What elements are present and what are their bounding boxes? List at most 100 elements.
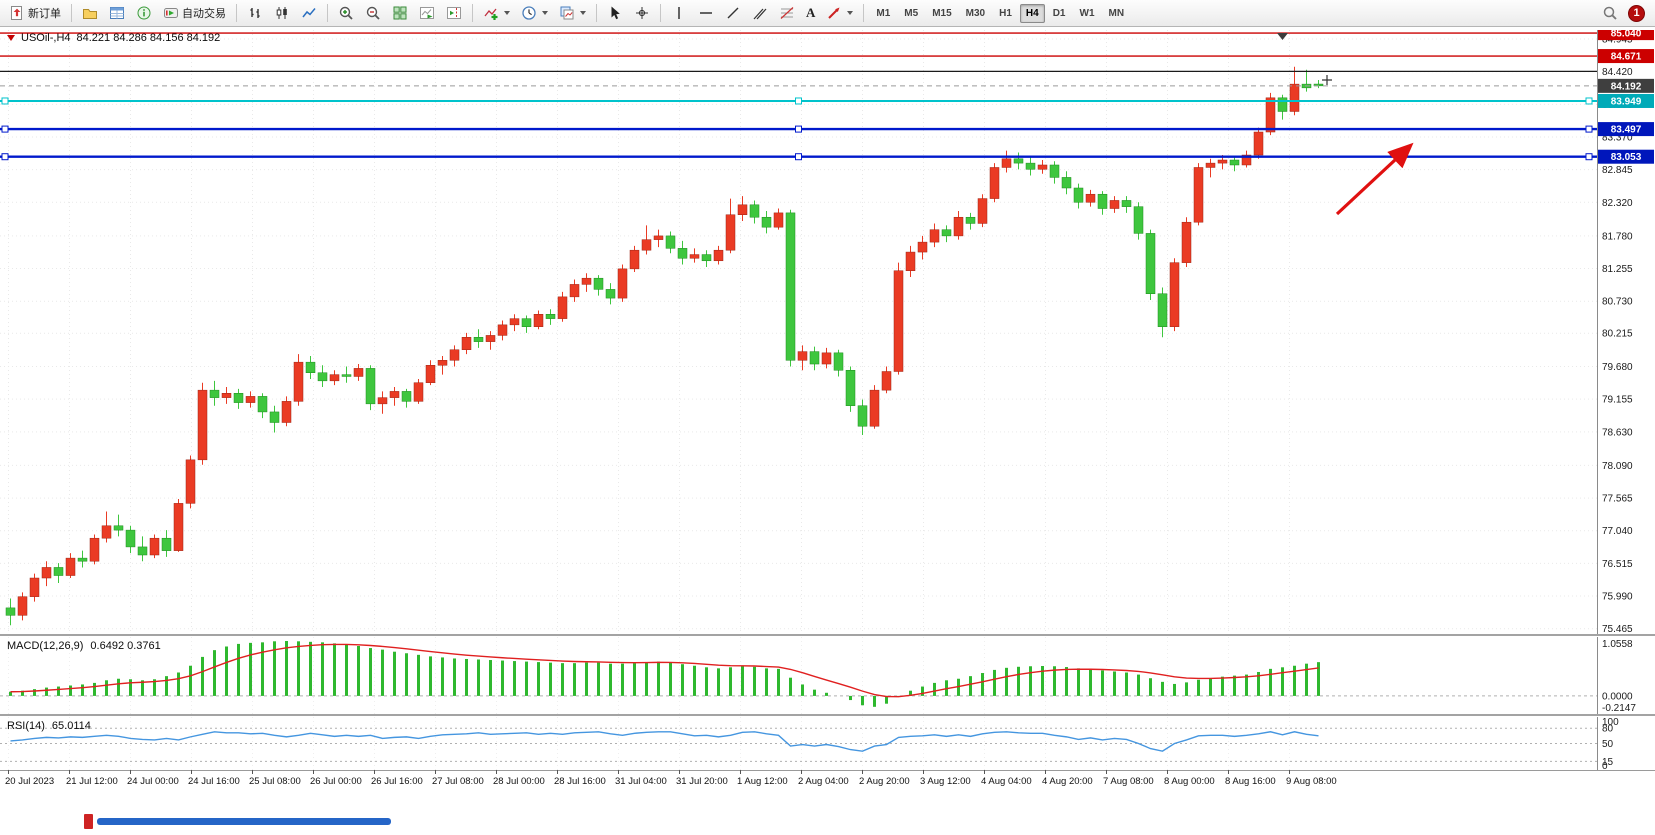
svg-text:0.0000: 0.0000 [1602, 691, 1633, 702]
zoom-in-icon [339, 6, 353, 20]
candlestick-chart-button[interactable] [269, 2, 295, 24]
macd-values: 0.6492 0.3761 [90, 640, 161, 652]
cursor-icon [611, 6, 620, 20]
svg-text:1 Aug 12:00: 1 Aug 12:00 [737, 776, 788, 787]
timeframe-button-m30[interactable]: M30 [960, 4, 991, 23]
search-button[interactable] [1597, 2, 1623, 24]
market-watch-icon [110, 7, 124, 19]
crosshair-icon [636, 7, 648, 19]
time-axis[interactable]: 20 Jul 2023 21 Jul 12:00 24 Jul 00:00 24 Ju… [0, 770, 1655, 787]
bottom-scrollbar[interactable] [97, 818, 391, 825]
svg-text:79.680: 79.680 [1602, 362, 1633, 373]
timeframe-button-m15[interactable]: M15 [926, 4, 957, 23]
vertical-line-icon [678, 7, 680, 19]
main-toolbar: 新订单 自动交易 A M1 M5 M15 M [0, 0, 1655, 27]
svg-text:20 Jul 2023: 20 Jul 2023 [5, 776, 54, 787]
svg-text:4 Aug 20:00: 4 Aug 20:00 [1042, 776, 1093, 787]
data-window-icon [137, 6, 151, 20]
timeframe-button-mn[interactable]: MN [1103, 4, 1131, 23]
toolbar-separator [71, 4, 72, 22]
templates-icon [560, 6, 574, 20]
horizontal-line-tool-button[interactable] [693, 2, 719, 24]
bar-chart-icon [250, 8, 260, 18]
macd-name: MACD(12,26,9) [7, 640, 84, 652]
arrows-tool-button[interactable] [821, 2, 858, 24]
rsi-name: RSI(14) [7, 720, 45, 732]
bottom-red-marker [84, 814, 93, 829]
auto-trading-button[interactable]: 自动交易 [158, 2, 231, 24]
symbol-timeframe-label: USOil-,H4 [21, 32, 71, 44]
svg-text:79.155: 79.155 [1602, 395, 1633, 406]
status-strip [0, 787, 1655, 835]
svg-text:83.497: 83.497 [1611, 125, 1642, 136]
candlestick-chart-icon [276, 7, 287, 19]
timeframe-button-h1[interactable]: H1 [993, 4, 1018, 23]
svg-text:82.845: 82.845 [1602, 165, 1633, 176]
periods-button[interactable] [516, 2, 553, 24]
templates-button[interactable] [554, 2, 591, 24]
indicators-icon [484, 8, 498, 20]
cursor-tool-button[interactable] [602, 2, 628, 24]
svg-text:85.040: 85.040 [1611, 30, 1642, 40]
vertical-line-tool-button[interactable] [666, 2, 692, 24]
svg-text:84.671: 84.671 [1611, 52, 1642, 63]
new-order-label: 新订单 [28, 8, 61, 20]
svg-text:28 Jul 16:00: 28 Jul 16:00 [554, 776, 606, 787]
crosshair-tool-button[interactable] [629, 2, 655, 24]
channel-icon [753, 8, 767, 20]
svg-text:83.053: 83.053 [1611, 152, 1642, 163]
tile-windows-icon [393, 6, 407, 20]
svg-text:78.090: 78.090 [1602, 461, 1633, 472]
panel-splitter[interactable] [0, 634, 1655, 636]
tile-windows-button[interactable] [387, 2, 413, 24]
svg-text:8 Aug 16:00: 8 Aug 16:00 [1225, 776, 1276, 787]
svg-text:80.215: 80.215 [1602, 329, 1633, 340]
timeframe-button-w1[interactable]: W1 [1074, 4, 1101, 23]
svg-text:84.192: 84.192 [1611, 81, 1642, 92]
svg-text:15: 15 [1602, 757, 1614, 768]
auto-trading-icon [164, 8, 178, 18]
toolbar-separator [327, 4, 328, 22]
auto-scroll-button[interactable] [414, 2, 440, 24]
macd-panel-canvas[interactable]: 1.0558 0.0000-0.2147 [0, 637, 1655, 714]
market-watch-button[interactable] [104, 2, 130, 24]
toolbar-separator [596, 4, 597, 22]
chart-profiles-button[interactable] [77, 2, 103, 24]
timeframe-button-m1[interactable]: M1 [870, 4, 896, 23]
fibonacci-tool-button[interactable] [774, 2, 800, 24]
svg-text:76.515: 76.515 [1602, 559, 1633, 570]
timeframe-button-h4[interactable]: H4 [1019, 3, 1045, 23]
notification-badge[interactable]: 1 [1628, 4, 1645, 22]
chart-shift-button[interactable] [441, 2, 467, 24]
svg-text:27 Jul 08:00: 27 Jul 08:00 [432, 776, 484, 787]
svg-text:26 Jul 00:00: 26 Jul 00:00 [310, 776, 362, 787]
trendline-tool-button[interactable] [720, 2, 746, 24]
indicators-button[interactable] [478, 2, 515, 24]
timeframe-button-m5[interactable]: M5 [898, 4, 924, 23]
bar-chart-button[interactable] [242, 2, 268, 24]
svg-text:82.320: 82.320 [1602, 198, 1633, 209]
panel-splitter[interactable] [0, 714, 1655, 716]
search-icon [1603, 6, 1617, 20]
text-tool-button[interactable]: A [801, 2, 820, 24]
svg-text:75.990: 75.990 [1602, 592, 1633, 603]
svg-text:2 Aug 20:00: 2 Aug 20:00 [859, 776, 910, 787]
svg-text:4 Aug 04:00: 4 Aug 04:00 [981, 776, 1032, 787]
svg-text:-0.2147: -0.2147 [1602, 703, 1636, 714]
horizontal-line-icon [700, 12, 712, 14]
timeframe-button-d1[interactable]: D1 [1047, 4, 1072, 23]
arrow-tool-icon [828, 7, 840, 19]
channel-tool-button[interactable] [747, 2, 773, 24]
svg-text:78.630: 78.630 [1602, 427, 1633, 438]
new-order-button[interactable]: 新订单 [4, 2, 66, 24]
toolbar-separator [863, 4, 865, 22]
zoom-in-button[interactable] [333, 2, 359, 24]
zoom-out-button[interactable] [360, 2, 386, 24]
price-chart-canvas[interactable]: 84.94584.42083.89583.37082.84582.32081.7… [0, 30, 1655, 634]
svg-text:28 Jul 00:00: 28 Jul 00:00 [493, 776, 545, 787]
data-window-button[interactable] [131, 2, 157, 24]
chart-context-marker-icon[interactable] [7, 35, 15, 41]
svg-text:80.730: 80.730 [1602, 297, 1633, 308]
line-chart-button[interactable] [296, 2, 322, 24]
